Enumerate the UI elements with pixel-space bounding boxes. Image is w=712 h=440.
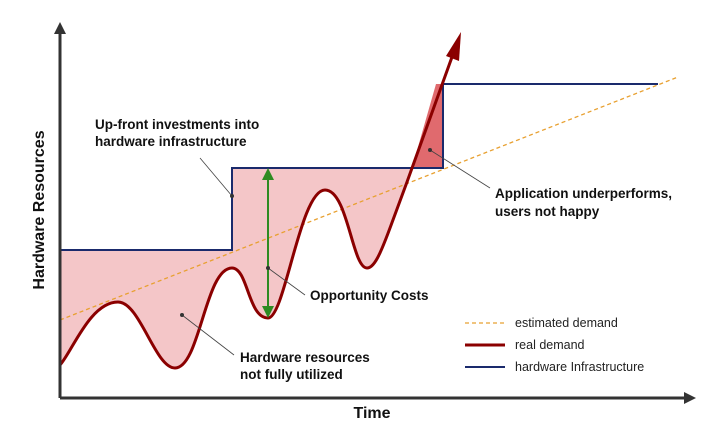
y-axis-label: Hardware Resources bbox=[31, 130, 48, 289]
annotation-dots bbox=[180, 148, 432, 317]
real-demand-line bbox=[58, 56, 454, 370]
legend: estimated demand real demand hardware In… bbox=[465, 316, 644, 374]
upfront-investment-label: Up-front investments into hardware infra… bbox=[95, 117, 263, 149]
real-demand-arrowhead bbox=[446, 32, 461, 61]
opportunity-cost-arrow bbox=[262, 168, 274, 318]
annotation-leaders bbox=[181, 149, 491, 356]
legend-estimated-label: estimated demand bbox=[515, 316, 618, 330]
legend-real-label: real demand bbox=[515, 338, 585, 352]
x-axis-label: Time bbox=[353, 405, 390, 422]
opportunity-costs-label: Opportunity Costs bbox=[310, 288, 429, 303]
legend-hardware-label: hardware Infrastructure bbox=[515, 360, 644, 374]
estimated-demand-line bbox=[59, 76, 679, 321]
not-utilized-label: Hardware resources not fully utilized bbox=[240, 350, 374, 382]
underperforms-label: Application underperforms, users not hap… bbox=[495, 186, 676, 219]
hardware-infrastructure-line bbox=[60, 83, 658, 251]
